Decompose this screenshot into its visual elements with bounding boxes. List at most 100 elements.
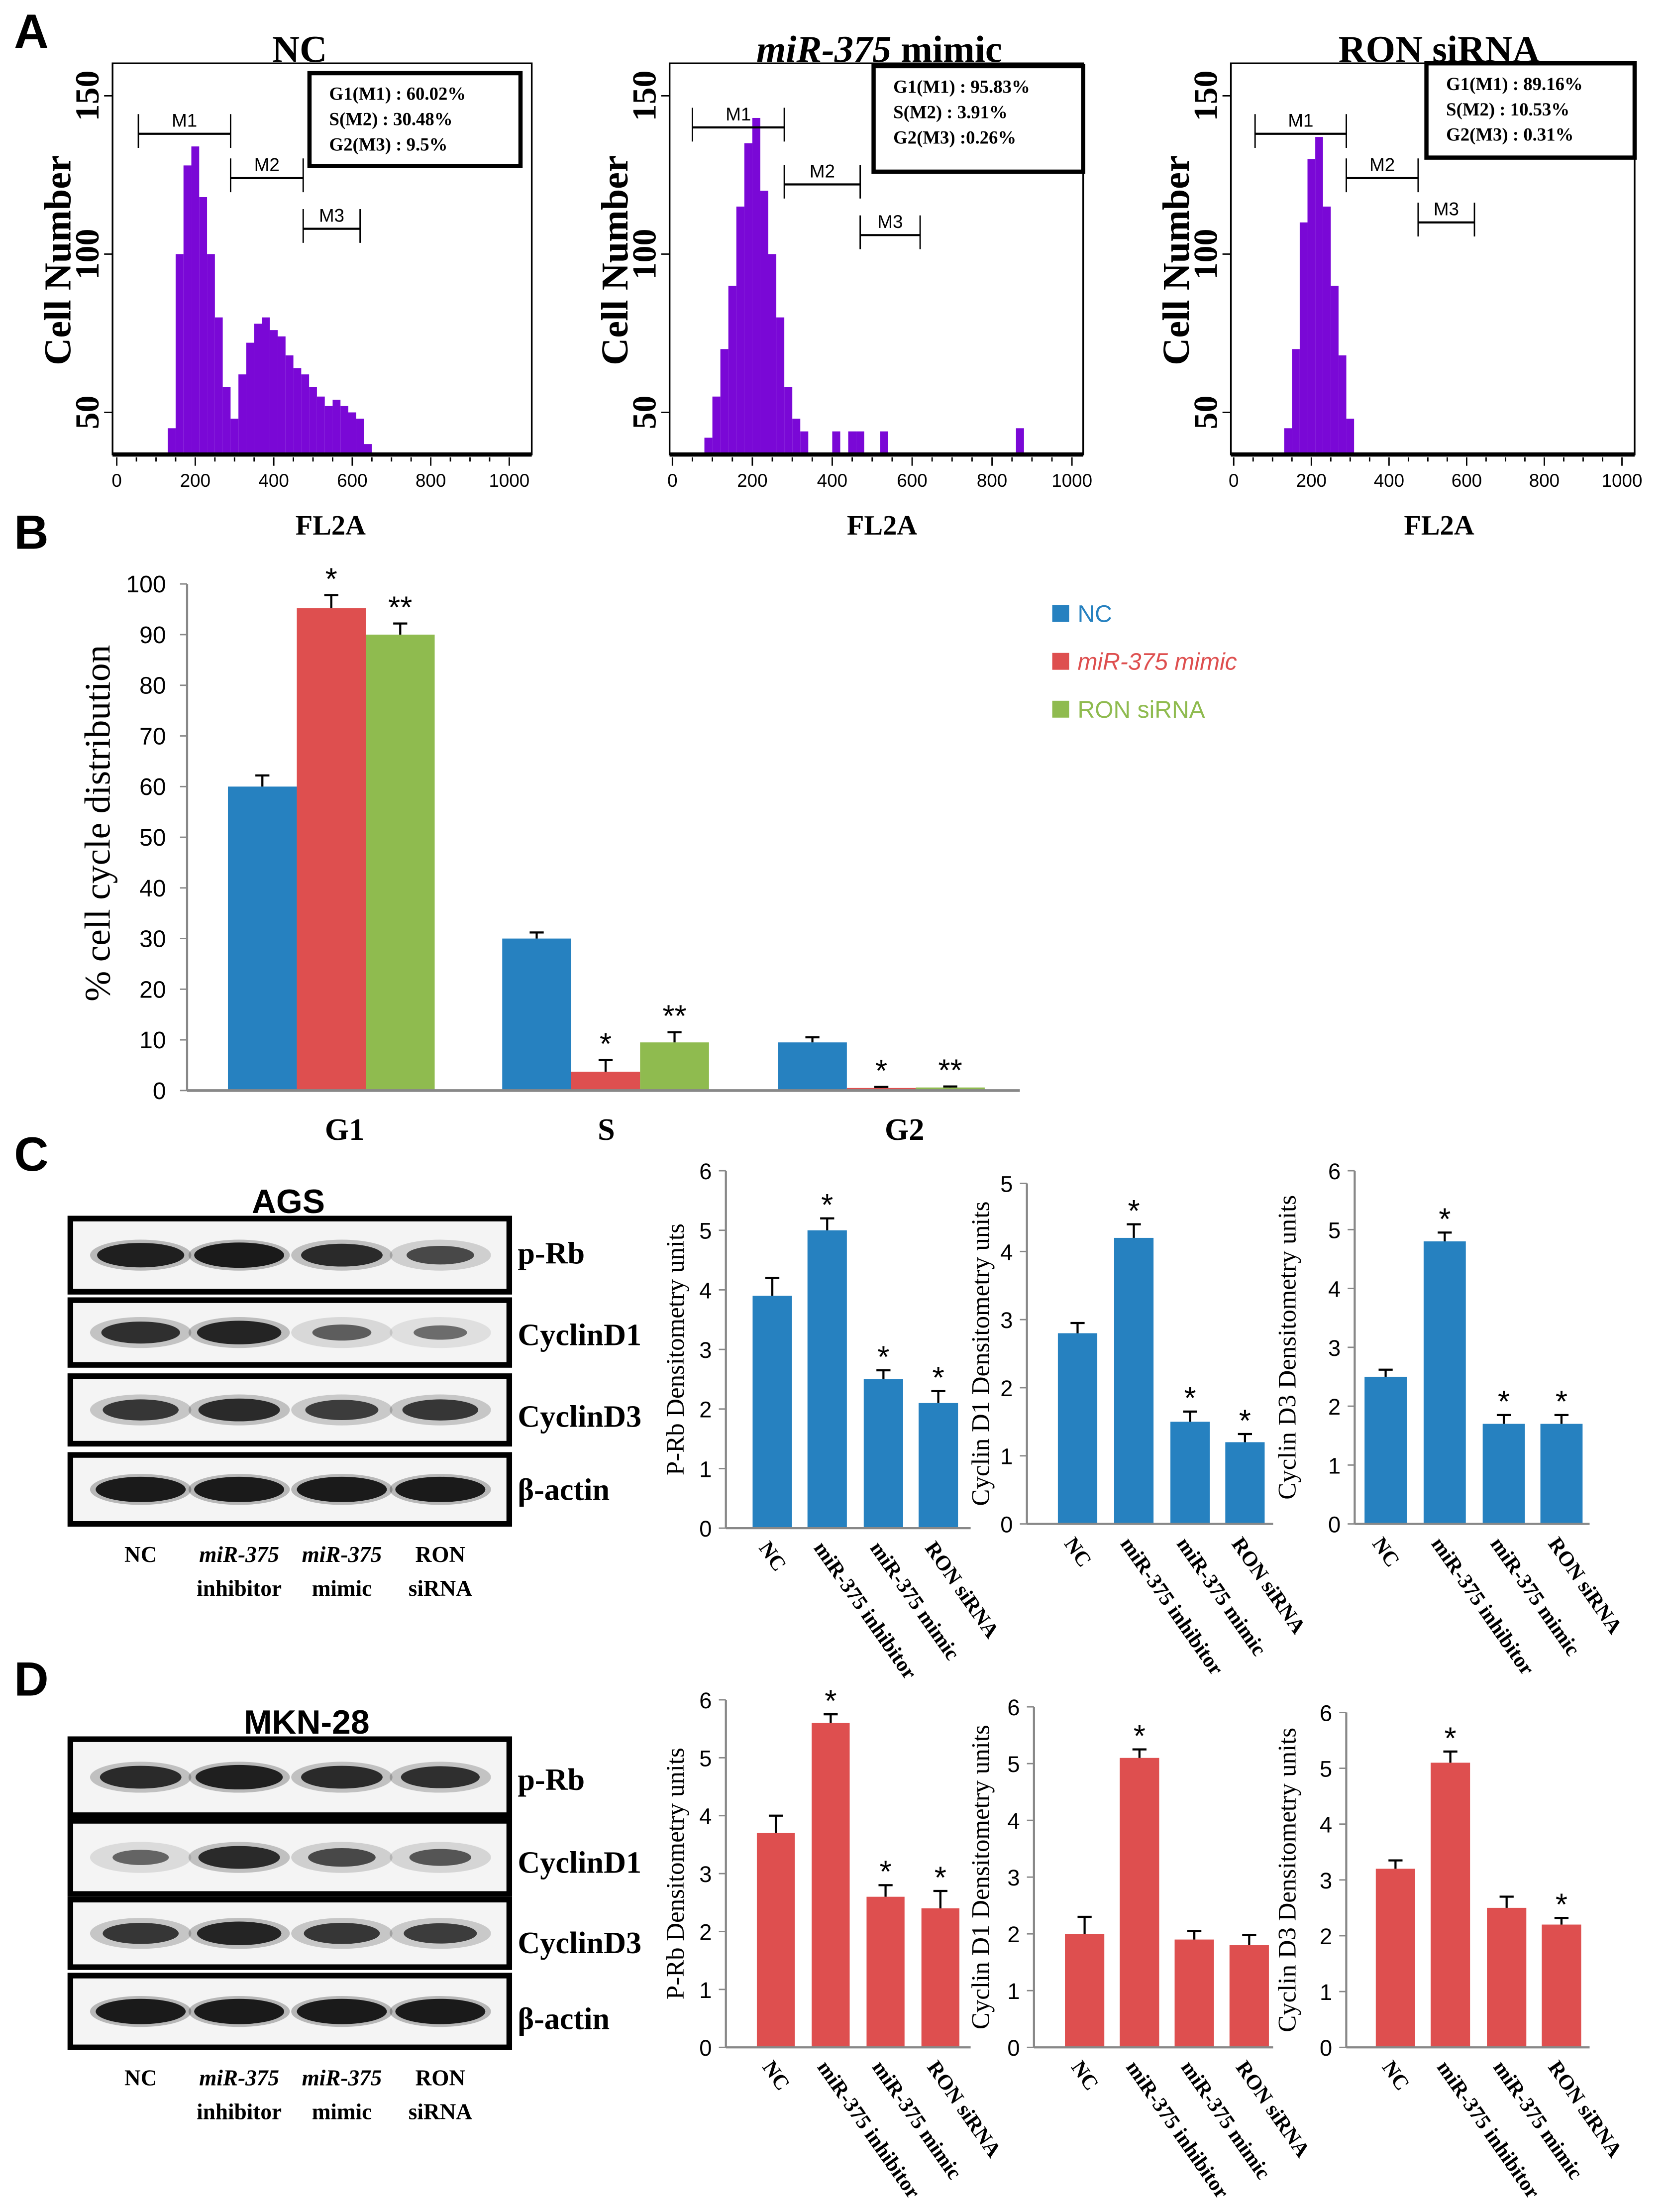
- y-axis-label: Cell Number: [1155, 155, 1197, 365]
- histogram-bin: [1331, 286, 1339, 455]
- significance-mark: *: [1556, 1887, 1567, 1922]
- blot-band: [101, 1322, 180, 1344]
- blot-band: [100, 1766, 182, 1789]
- x-tick-label: 0: [111, 470, 121, 491]
- lane-label: mimic: [312, 1576, 372, 1601]
- y-tick-label: 3: [699, 1337, 712, 1363]
- lane-label: RON: [416, 1542, 466, 1567]
- bar: [812, 1723, 850, 2048]
- panel-label-d: D: [14, 1653, 48, 1706]
- x-tick-label: 200: [180, 470, 210, 491]
- bar: [1542, 1924, 1581, 2048]
- stats-line: G2(M3) : 9.5%: [329, 134, 448, 154]
- bar: [1057, 1333, 1098, 1524]
- y-tick-label: 30: [139, 926, 166, 953]
- stats-line: S(M2) : 30.48%: [329, 109, 453, 129]
- category-label: NC: [1066, 2057, 1103, 2095]
- blot-band: [402, 1399, 479, 1421]
- y-tick-label: 5: [1007, 1752, 1020, 1777]
- histogram-bin: [340, 406, 349, 455]
- histogram-bin: [238, 374, 246, 455]
- blot-band: [409, 1849, 472, 1866]
- significance-mark: *: [1128, 1194, 1140, 1228]
- histogram-bin: [254, 324, 262, 455]
- histogram-bin: [1307, 159, 1316, 455]
- histogram-bin: [1315, 137, 1323, 455]
- y-axis-label: Cyclin D3 Densitometry units: [1274, 1195, 1302, 1500]
- panel-label-b: B: [14, 506, 48, 559]
- x-axis-label: FL2A: [296, 510, 366, 541]
- blot-band: [195, 1765, 283, 1790]
- blot-title: MKN-28: [244, 1704, 370, 1741]
- y-tick-label: 0: [1320, 2035, 1332, 2061]
- histogram-bin: [760, 191, 768, 455]
- x-tick-label: 600: [337, 470, 367, 491]
- significance-mark: *: [1134, 1719, 1146, 1754]
- blot-band: [96, 1998, 186, 2024]
- y-tick-label: 2: [1320, 1924, 1332, 1949]
- significance-mark: *: [879, 1855, 891, 1889]
- bar: [1540, 1424, 1583, 1524]
- bar-mir-375-mimic: [571, 1072, 640, 1091]
- significance-mark: **: [388, 590, 412, 625]
- blot-band: [194, 1242, 285, 1268]
- protein-label: CyclinD3: [518, 1926, 641, 1960]
- histogram-bin: [270, 330, 278, 455]
- y-tick-label: 3: [699, 1862, 712, 1887]
- significance-mark: *: [600, 1027, 612, 1062]
- marker-label: M2: [1369, 155, 1395, 175]
- y-axis-label: Cell Number: [594, 155, 636, 365]
- blot-band: [304, 1923, 380, 1944]
- y-axis-label: P-Rb Densitometry units: [662, 1223, 690, 1475]
- x-tick-label: 0: [667, 470, 677, 491]
- blot-title: AGS: [252, 1183, 325, 1220]
- histogram-bin: [728, 286, 736, 455]
- category-label: NC: [754, 1537, 791, 1575]
- y-tick-label: 3: [1007, 1865, 1020, 1890]
- y-tick-label: 150: [69, 71, 106, 121]
- y-tick-label: 70: [139, 723, 166, 750]
- x-tick-label: 800: [416, 470, 446, 491]
- category-label: G1: [325, 1113, 364, 1147]
- bar-mir-375-mimic: [297, 608, 366, 1091]
- legend-label: miR-375 mimic: [1077, 649, 1237, 675]
- histogram-bin: [1323, 207, 1331, 455]
- blot-band: [401, 1766, 480, 1788]
- marker-label: M1: [726, 104, 751, 124]
- y-tick-label: 5: [1320, 1757, 1332, 1782]
- bar: [752, 1296, 792, 1529]
- bar: [1431, 1763, 1470, 2048]
- y-tick-label: 50: [69, 396, 106, 430]
- y-tick-label: 4: [699, 1278, 712, 1303]
- y-tick-label: 2: [1000, 1376, 1013, 1401]
- histogram-bin: [175, 254, 184, 455]
- bar: [1229, 1945, 1269, 2048]
- bar-ron-sirna: [916, 1087, 985, 1091]
- y-axis-label: P-Rb Densitometry units: [662, 1748, 690, 1999]
- histogram-bin: [712, 396, 721, 455]
- blot-band: [198, 1398, 280, 1422]
- category-label: NC: [758, 2057, 795, 2095]
- y-tick-label: 0: [1000, 1512, 1013, 1538]
- bar: [807, 1230, 847, 1529]
- histogram-bin: [1292, 349, 1300, 455]
- bar-ron-sirna: [640, 1042, 709, 1091]
- y-tick-label: 4: [1328, 1277, 1341, 1302]
- bar: [1375, 1869, 1415, 2048]
- bar: [921, 1908, 960, 2048]
- x-tick-label: 0: [1229, 470, 1239, 491]
- significance-mark: *: [821, 1188, 833, 1222]
- protein-label: β-actin: [518, 2002, 610, 2036]
- blot-band: [198, 1846, 280, 1869]
- lane-label: miR-375: [199, 1542, 279, 1567]
- x-tick-label: 200: [1296, 470, 1327, 491]
- blot-band: [414, 1325, 467, 1340]
- blot-band: [97, 1243, 185, 1268]
- bar: [1174, 1939, 1214, 2048]
- y-tick-label: 90: [139, 622, 166, 649]
- y-tick-label: 4: [1000, 1239, 1013, 1265]
- y-tick-label: 150: [1187, 71, 1224, 121]
- legend-swatch: [1052, 653, 1069, 670]
- y-tick-label: 0: [1328, 1512, 1341, 1538]
